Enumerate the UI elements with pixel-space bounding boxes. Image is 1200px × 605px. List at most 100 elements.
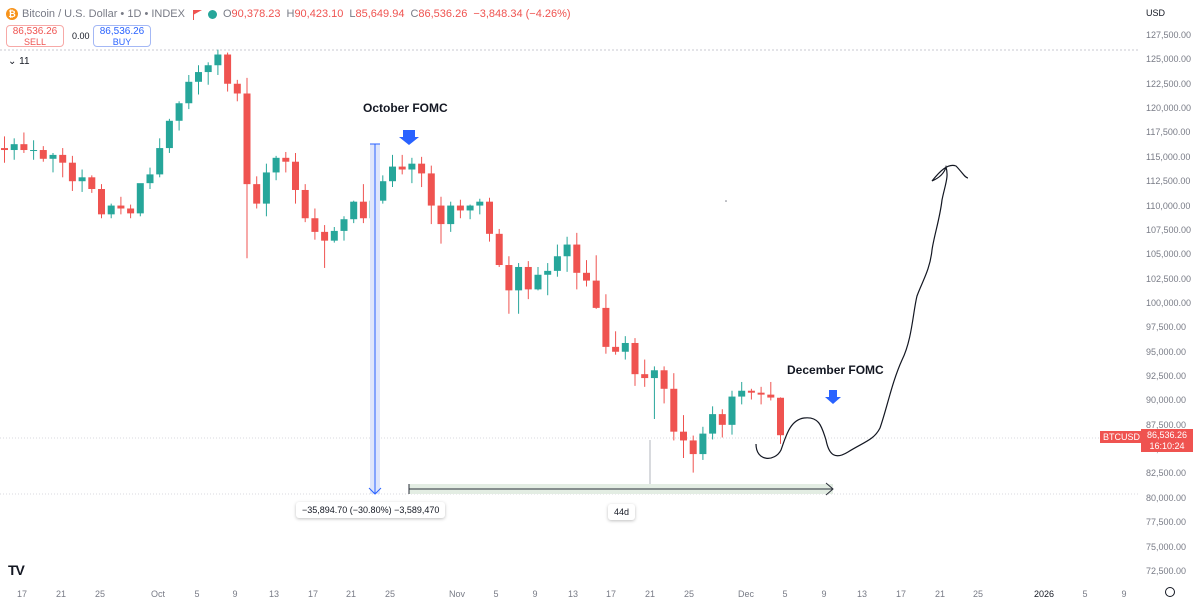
change-value: −3,848.34 (−4.26%) xyxy=(473,8,571,20)
settings-gear-icon[interactable] xyxy=(1165,587,1175,597)
candle-body xyxy=(456,205,464,211)
time-axis-label: 5 xyxy=(782,589,788,599)
candle-body xyxy=(612,346,620,352)
december-fomc-label: December FOMC xyxy=(787,363,884,377)
candle-body xyxy=(602,307,610,347)
sell-price: 86,536.26 xyxy=(12,26,58,37)
candle-body xyxy=(1,148,8,151)
candle xyxy=(156,138,164,178)
candle-body xyxy=(175,103,183,121)
candle-body xyxy=(728,396,736,425)
candle xyxy=(262,163,270,217)
time-axis-label: 9 xyxy=(232,589,238,599)
low-value: 85,649.94 xyxy=(355,8,405,20)
candle-body xyxy=(272,157,280,173)
candles-layer xyxy=(1,49,784,473)
candle-body xyxy=(379,181,387,201)
candle xyxy=(49,152,57,173)
price-axis-label: 100,000.00 xyxy=(1146,297,1192,308)
time-axis-label: Dec xyxy=(737,589,755,599)
bitcoin-icon: ₿ xyxy=(6,8,18,20)
candle-body xyxy=(20,144,28,151)
currency-label[interactable]: USD xyxy=(1146,8,1166,18)
buy-price: 86,536.26 xyxy=(99,26,145,37)
measure-arrow-icon xyxy=(368,487,382,495)
candle-body xyxy=(49,154,57,159)
candle-body xyxy=(418,163,426,174)
candle-body xyxy=(621,342,629,352)
candle-body xyxy=(427,173,435,206)
candle-body xyxy=(165,120,173,149)
price-axis-label: 90,000.00 xyxy=(1146,395,1187,406)
candle-body xyxy=(253,184,261,204)
candle-body xyxy=(59,154,67,163)
spread-value: 0.00 xyxy=(72,31,90,41)
candle xyxy=(78,169,86,192)
bar-countdown: 16:10:24 xyxy=(1149,441,1185,451)
candle xyxy=(573,232,581,290)
time-axis-label: Oct xyxy=(150,589,166,599)
candle-body xyxy=(563,244,571,257)
candle xyxy=(476,198,484,215)
ohlc-values: O90,378.23 H90,423.10 L85,649.94 C86,536… xyxy=(222,8,571,20)
candle-body xyxy=(350,201,358,220)
symbol-tag: BTCUSD xyxy=(1100,431,1144,443)
buy-button[interactable]: 86,536.26 BUY xyxy=(93,25,151,47)
candle xyxy=(641,359,649,387)
time-axis-label: 9 xyxy=(821,589,827,599)
price-axis-label: 110,000.00 xyxy=(1146,200,1191,211)
time-axis-label: 25 xyxy=(683,589,695,599)
price-axis-label: 77,500.00 xyxy=(1146,517,1187,528)
time-axis-label: 5 xyxy=(493,589,499,599)
candle-body xyxy=(233,83,241,94)
candle xyxy=(689,435,697,473)
candle xyxy=(214,49,222,75)
candle xyxy=(175,101,183,131)
sell-button[interactable]: 86,536.26 SELL xyxy=(6,25,64,47)
time-axis-label: 21 xyxy=(345,589,357,599)
time-axis-label: 5 xyxy=(1082,589,1088,599)
price-axis-label: 82,500.00 xyxy=(1146,468,1187,479)
candle-body xyxy=(631,342,639,375)
candle xyxy=(777,397,784,444)
time-axis-label: 17 xyxy=(895,589,907,599)
price-axis-label: 120,000.00 xyxy=(1146,103,1192,114)
candle-body xyxy=(301,189,309,219)
price-axis-label: 117,500.00 xyxy=(1146,127,1191,138)
candle-body xyxy=(30,150,38,152)
indicators-toggle[interactable]: ⌄ 11 xyxy=(8,56,30,67)
candle xyxy=(427,165,435,225)
price-axis-label: 95,000.00 xyxy=(1146,346,1187,357)
candle xyxy=(136,183,144,217)
price-axis-label: 87,500.00 xyxy=(1146,419,1187,430)
flag-icon[interactable] xyxy=(192,9,202,20)
price-axis-label: 72,500.00 xyxy=(1146,565,1187,576)
price-axis-label: 92,500.00 xyxy=(1146,371,1187,382)
price-axis-label: 115,000.00 xyxy=(1146,151,1191,162)
time-axis-label: 17 xyxy=(307,589,319,599)
tradingview-logo-icon[interactable]: TV xyxy=(8,562,25,578)
candle-body xyxy=(544,270,552,275)
candle-body xyxy=(262,172,270,204)
december-arrow-icon xyxy=(825,390,841,404)
open-value: 90,378.23 xyxy=(231,8,281,20)
candle-body xyxy=(359,201,367,219)
symbol-header[interactable]: ₿ Bitcoin / U.S. Dollar • 1D • INDEX O90… xyxy=(6,6,571,22)
symbol-title[interactable]: Bitcoin / U.S. Dollar • 1D • INDEX xyxy=(22,8,185,20)
candle-body xyxy=(505,265,513,291)
candle-body xyxy=(98,189,105,215)
last-price: 86,536.26 xyxy=(1146,430,1188,440)
time-axis-label: 2026 xyxy=(1033,589,1055,599)
time-axis-label: 13 xyxy=(856,589,868,599)
candle xyxy=(311,208,319,240)
candle xyxy=(292,152,299,204)
time-axis-label: 25 xyxy=(972,589,984,599)
candle xyxy=(204,62,212,85)
time-axis-label: 21 xyxy=(55,589,67,599)
close-value: 86,536.26 xyxy=(418,8,468,20)
candle xyxy=(59,148,67,178)
candle xyxy=(185,74,193,110)
candle-body xyxy=(185,81,193,104)
